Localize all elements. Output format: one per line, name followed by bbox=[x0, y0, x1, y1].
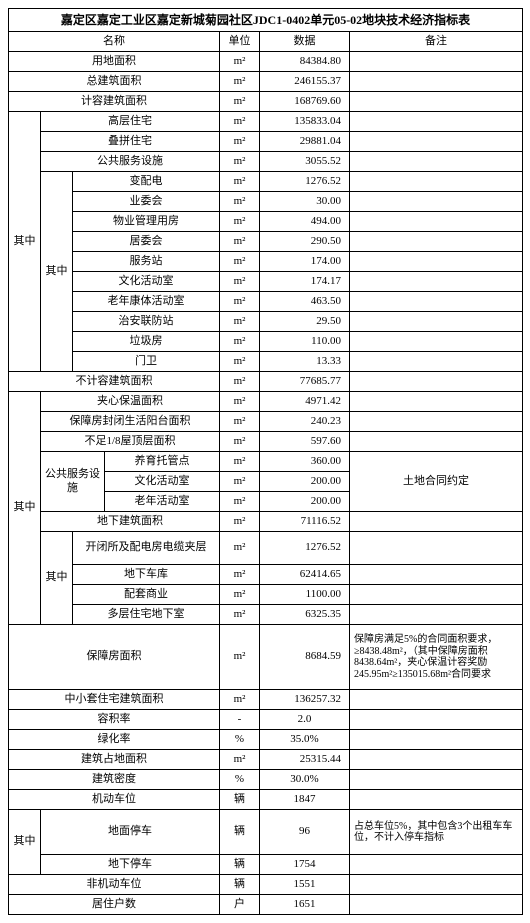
hdr-unit: 单位 bbox=[220, 32, 260, 52]
table-title: 嘉定区嘉定工业区嘉定新城菊园社区JDC1-0402单元05-02地块技术经济指标… bbox=[9, 9, 523, 32]
hdr-name: 名称 bbox=[9, 32, 220, 52]
row-val: 84384.80 bbox=[260, 52, 350, 72]
row-name: 用地面积 bbox=[9, 52, 220, 72]
hdr-remark: 备注 bbox=[350, 32, 523, 52]
sub-label: 其中 bbox=[9, 112, 41, 372]
hdr-data: 数据 bbox=[260, 32, 350, 52]
remark-park: 占总车位5%，其中包含3个出租车车位，不计入停车指标 bbox=[350, 810, 523, 855]
remark-land: 土地合同约定 bbox=[350, 452, 523, 512]
header-row: 名称 单位 数据 备注 bbox=[9, 32, 523, 52]
remark-bzf: 保障房满足5%的合同面积要求，≥8438.48m²，（其中保障房面积8438.6… bbox=[350, 625, 523, 690]
indicator-table: 嘉定区嘉定工业区嘉定新城菊园社区JDC1-0402单元05-02地块技术经济指标… bbox=[8, 8, 523, 915]
